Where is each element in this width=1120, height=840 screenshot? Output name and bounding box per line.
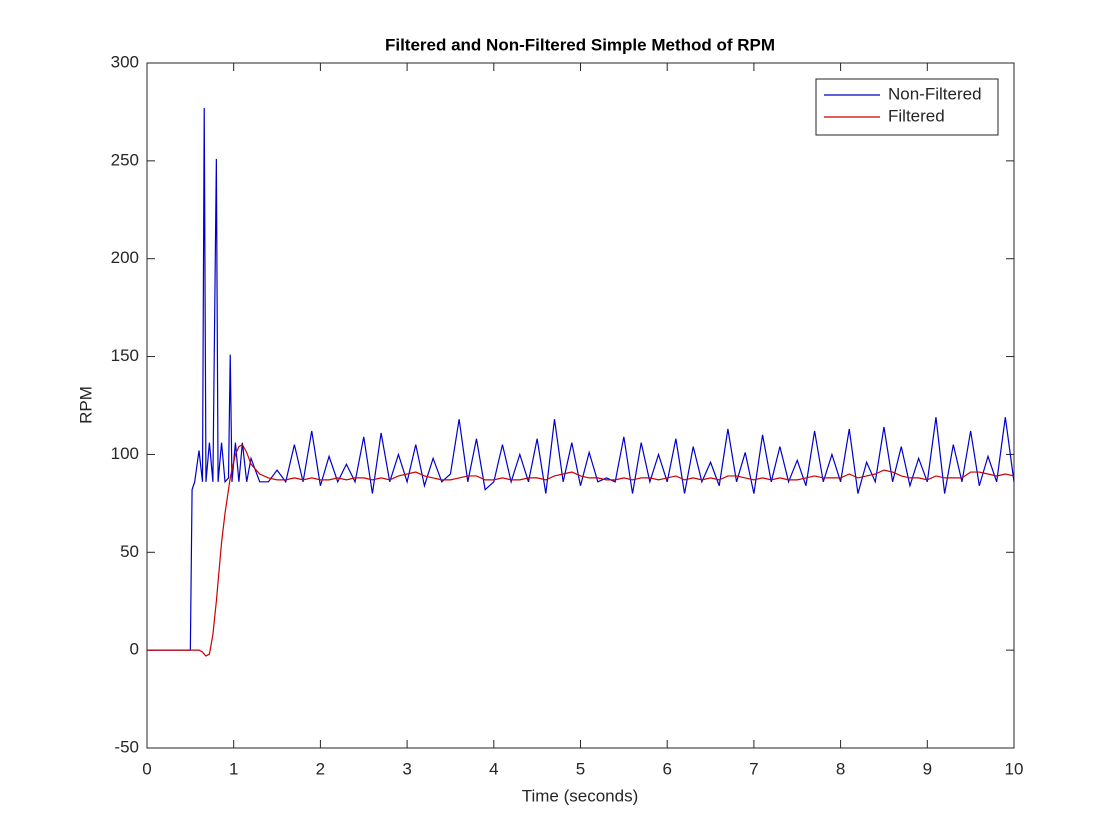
x-axis-label: Time (seconds) [522,786,639,805]
x-tick-label: 2 [316,759,325,778]
y-tick-label: 150 [111,346,139,365]
y-tick-label: 100 [111,444,139,463]
y-tick-label: 200 [111,248,139,267]
x-tick-label: 3 [402,759,411,778]
x-tick-label: 1 [229,759,238,778]
y-tick-label: 50 [120,542,139,561]
series-line [147,443,1015,657]
x-tick-label: 6 [662,759,671,778]
y-tick-label: 250 [111,150,139,169]
x-tick-label: 10 [1005,759,1024,778]
chart-title: Filtered and Non-Filtered Simple Method … [385,35,775,54]
y-axis-label: RPM [76,386,95,424]
x-tick-label: 7 [749,759,758,778]
legend-label: Filtered [888,106,945,125]
x-tick-label: 0 [142,759,151,778]
legend-box [815,78,999,136]
x-tick-label: 8 [836,759,845,778]
x-tick-label: 4 [489,759,498,778]
y-tick-label: 300 [111,52,139,71]
x-tick-label: 9 [923,759,932,778]
x-tick-label: 5 [576,759,585,778]
y-tick-label: 0 [130,640,139,659]
legend-label: Non-Filtered [888,84,982,103]
plot-area [146,62,1015,749]
series-line [147,108,1015,651]
y-tick-label: -50 [114,737,139,756]
